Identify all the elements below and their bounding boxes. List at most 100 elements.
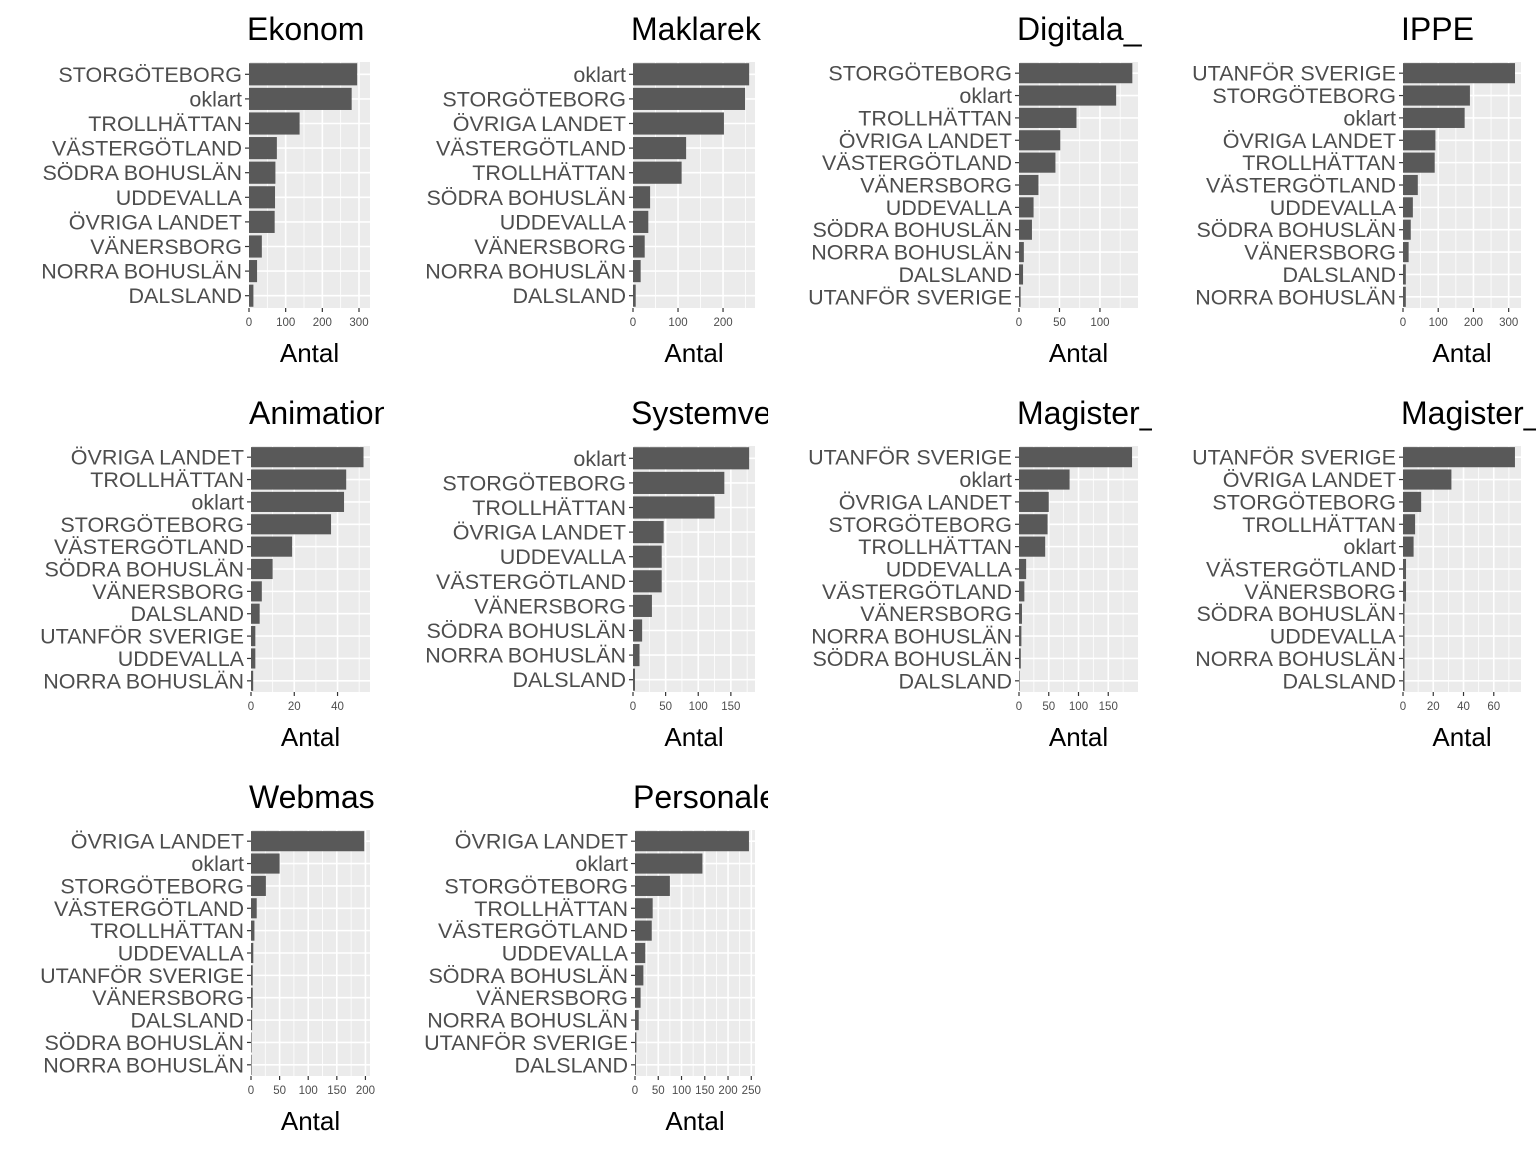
bar — [1019, 130, 1061, 151]
bar — [1403, 514, 1416, 535]
category-label: TROLLHÄTTAN — [1242, 151, 1396, 175]
category-label: ÖVRIGA LANDET — [69, 210, 242, 234]
category-label: UDDEVALLA — [502, 942, 629, 966]
bar — [251, 875, 266, 896]
bar — [633, 594, 652, 617]
category-label: oklart — [575, 852, 628, 876]
x-tick-label: 0 — [630, 317, 636, 329]
bar — [1019, 152, 1056, 173]
bar — [633, 644, 640, 667]
category-label: ÖVRIGA LANDET — [71, 446, 244, 470]
x-tick-label: 40 — [1457, 701, 1470, 713]
x-axis-title: Antal — [664, 338, 723, 368]
bar — [1403, 670, 1405, 691]
panel-title: Digitala_ — [1017, 11, 1143, 47]
category-label: STORGÖTEBORG — [58, 63, 242, 87]
bar — [1403, 648, 1405, 669]
bar — [249, 63, 358, 86]
bar — [635, 1032, 637, 1053]
chart-panel: SystemveoklartSTORGÖTEBORGTROLLHÄTTANÖVR… — [425, 395, 771, 752]
bar — [251, 965, 253, 986]
bar — [1019, 219, 1032, 240]
category-label: SÖDRA BOHUSLÄN — [426, 186, 626, 210]
category-label: STORGÖTEBORG — [1212, 84, 1396, 108]
category-label: UDDEVALLA — [1270, 196, 1397, 220]
category-label: UTANFÖR SVERIGE — [808, 446, 1012, 470]
x-tick-label: 100 — [1090, 317, 1109, 329]
category-label: SÖDRA BOHUSLÄN — [428, 964, 628, 988]
chart-panel: EkonomSTORGÖTEBORGoklartTROLLHÄTTANVÄSTE… — [41, 11, 370, 368]
bar — [1403, 174, 1418, 196]
bar — [249, 87, 352, 110]
x-tick-label: 100 — [689, 701, 708, 713]
bar — [1019, 174, 1039, 196]
bar — [1019, 447, 1133, 468]
category-label: NORRA BOHUSLÄN — [425, 644, 626, 668]
bar — [249, 186, 276, 209]
category-label: SÖDRA BOHUSLÄN — [812, 218, 1012, 242]
category-label: NORRA BOHUSLÄN — [43, 669, 244, 693]
bar — [251, 648, 256, 669]
bar — [1019, 626, 1022, 647]
bar — [249, 210, 275, 233]
x-tick-label: 50 — [652, 1085, 665, 1097]
category-label: UDDEVALLA — [886, 558, 1013, 582]
bar — [635, 920, 652, 941]
category-label: ÖVRIGA LANDET — [453, 112, 626, 136]
x-axis-title: Antal — [1432, 722, 1491, 752]
category-label: NORRA BOHUSLÄN — [43, 1053, 244, 1077]
x-tick-label: 0 — [630, 701, 636, 713]
bar — [251, 898, 257, 919]
x-tick-label: 100 — [672, 1085, 691, 1097]
category-label: UTANFÖR SVERIGE — [1192, 62, 1396, 86]
bar — [633, 137, 687, 160]
bar — [1403, 152, 1435, 173]
bar — [249, 137, 277, 160]
bar — [1403, 469, 1452, 490]
category-label: STORGÖTEBORG — [442, 471, 626, 495]
bar — [633, 260, 641, 283]
category-label: oklart — [189, 87, 242, 111]
x-tick-label: 100 — [1429, 317, 1448, 329]
bar — [1403, 626, 1405, 647]
x-tick-label: 300 — [349, 317, 368, 329]
bar — [633, 210, 649, 233]
x-axis-title: Antal — [665, 1106, 724, 1136]
category-label: UDDEVALLA — [500, 545, 627, 569]
x-tick-label: 50 — [273, 1085, 286, 1097]
panel-title: Systemve — [631, 395, 771, 431]
bar — [1019, 107, 1077, 128]
bar — [1019, 63, 1133, 84]
category-label: DALSLAND — [514, 1053, 628, 1077]
category-label: TROLLHÄTTAN — [858, 535, 1012, 559]
bar — [635, 987, 641, 1008]
category-label: STORGÖTEBORG — [60, 513, 244, 537]
category-label: NORRA BOHUSLÄN — [1195, 285, 1396, 309]
bar — [251, 469, 347, 490]
x-axis-title: Antal — [281, 1106, 340, 1136]
bar — [633, 63, 750, 86]
x-tick-label: 100 — [276, 317, 295, 329]
panel-title: Webmas — [249, 779, 375, 815]
bar — [1019, 85, 1117, 106]
bar — [249, 260, 258, 283]
category-label: SÖDRA BOHUSLÄN — [44, 558, 244, 582]
category-label: VÄNERSBORG — [474, 594, 626, 618]
category-label: NORRA BOHUSLÄN — [811, 625, 1012, 649]
bar — [1403, 447, 1515, 468]
category-label: DALSLAND — [512, 284, 626, 308]
bar — [251, 831, 365, 852]
bar — [1019, 242, 1024, 263]
x-tick-label: 0 — [1400, 701, 1406, 713]
category-label: oklart — [191, 490, 244, 514]
x-tick-label: 50 — [1053, 317, 1066, 329]
bar — [635, 965, 644, 986]
category-label: TROLLHÄTTAN — [1242, 513, 1396, 537]
category-label: ÖVRIGA LANDET — [839, 129, 1012, 153]
panel-title: Magister_ — [1017, 395, 1159, 431]
bar — [1403, 264, 1406, 285]
bar — [1403, 197, 1413, 218]
